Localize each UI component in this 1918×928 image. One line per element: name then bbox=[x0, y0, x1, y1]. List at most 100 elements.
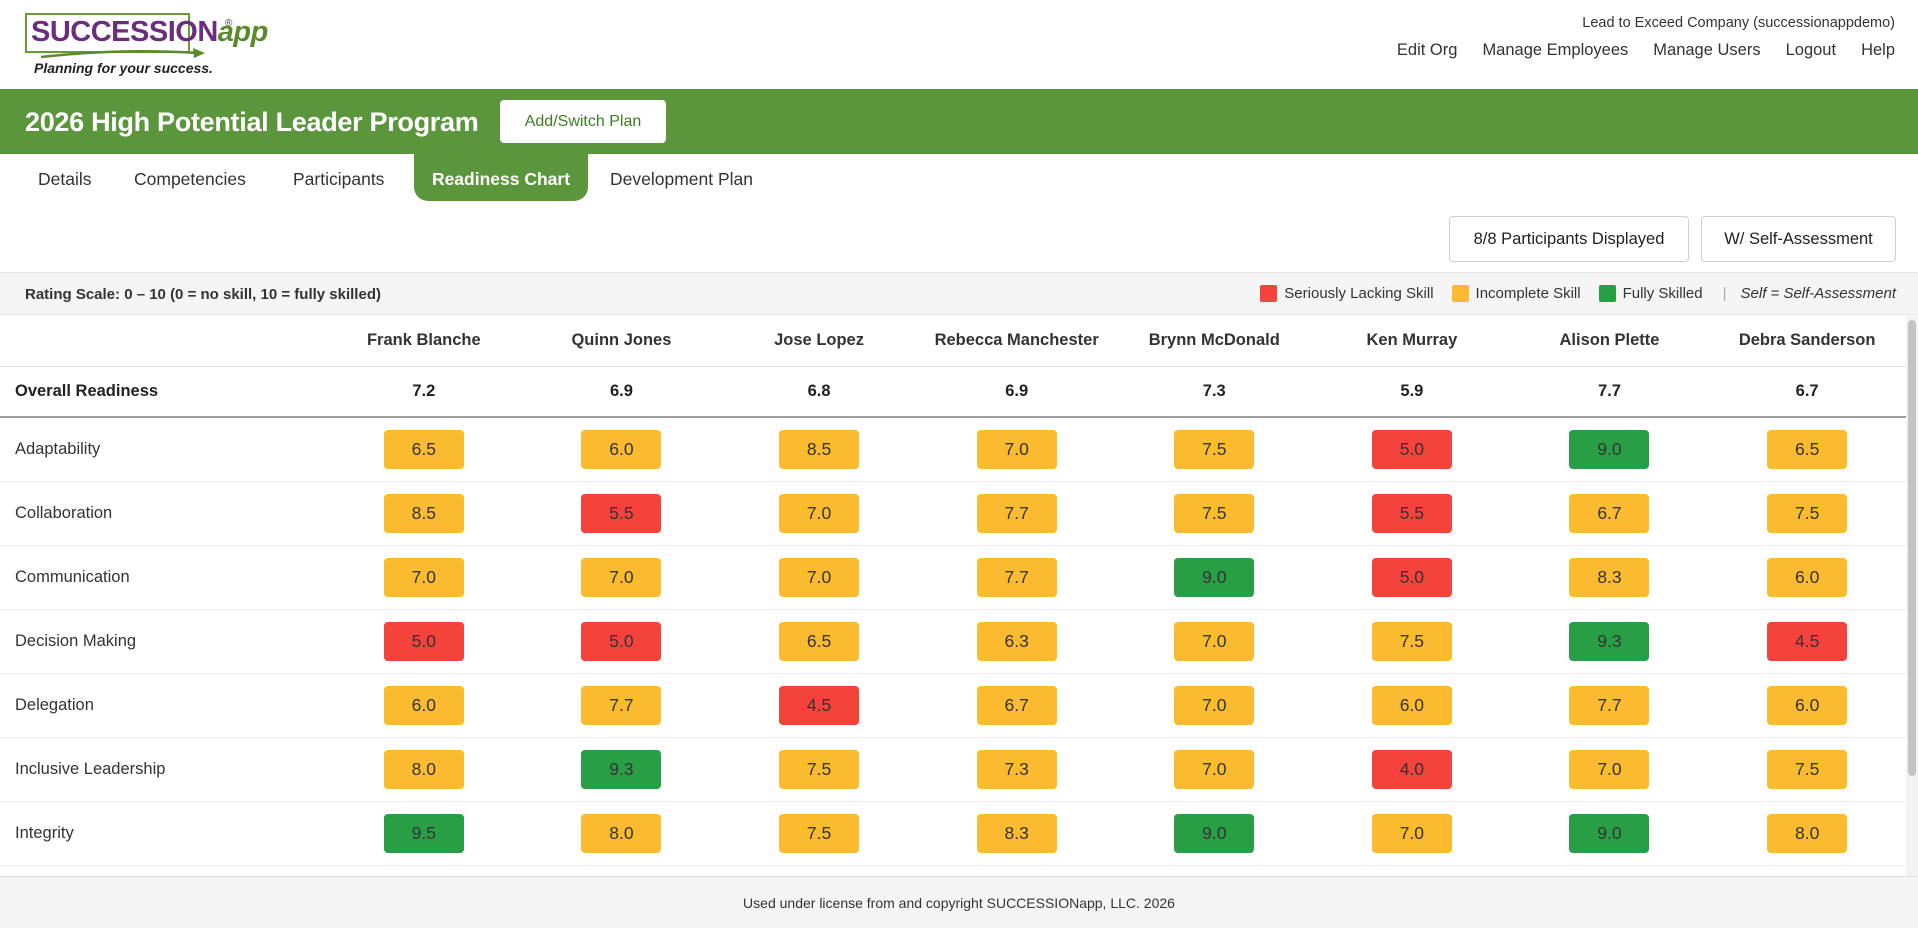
score-pill[interactable]: 9.0 bbox=[1174, 813, 1255, 853]
score-cell: 7.5 bbox=[720, 801, 918, 866]
score-pill[interactable]: 7.7 bbox=[976, 493, 1057, 533]
score-pill[interactable]: 6.3 bbox=[976, 621, 1057, 661]
tab-participants[interactable]: Participants bbox=[293, 169, 385, 189]
score-cell: 8.3 bbox=[1510, 545, 1709, 610]
score-pill[interactable]: 4.5 bbox=[779, 685, 860, 725]
participant-header[interactable]: Quinn Jones bbox=[522, 316, 721, 367]
participant-header[interactable]: Rebecca Manchester bbox=[917, 316, 1116, 367]
score-pill[interactable]: 7.5 bbox=[1371, 621, 1452, 661]
score-cell: 7.0 bbox=[1115, 609, 1314, 674]
score-pill[interactable]: 7.5 bbox=[1174, 493, 1255, 533]
score-pill[interactable]: 9.0 bbox=[1569, 429, 1650, 469]
score-pill[interactable]: 6.5 bbox=[1767, 429, 1848, 469]
score-pill[interactable]: 8.0 bbox=[581, 813, 662, 853]
participant-header[interactable]: Ken Murray bbox=[1313, 316, 1511, 367]
competency-row: Adaptability 6.5 6.0 8.5 7.0 7.5 5.0 9.0 6.5 bbox=[0, 417, 1906, 482]
tab-details[interactable]: Details bbox=[38, 169, 92, 189]
score-pill[interactable]: 6.5 bbox=[779, 621, 860, 661]
add-switch-plan-button[interactable]: Add/Switch Plan bbox=[500, 100, 666, 143]
score-pill[interactable]: 7.5 bbox=[779, 813, 860, 853]
participants-displayed-button[interactable]: 8/8 Participants Displayed bbox=[1449, 216, 1689, 262]
score-cell: 6.0 bbox=[325, 673, 523, 738]
score-pill[interactable]: 7.5 bbox=[1767, 493, 1848, 533]
nav-manage-users[interactable]: Manage Users bbox=[1653, 41, 1761, 59]
score-pill[interactable]: 8.3 bbox=[976, 813, 1057, 853]
score-cell: 8.5 bbox=[720, 417, 918, 482]
score-pill[interactable]: 5.0 bbox=[1371, 557, 1452, 597]
score-cell: 5.5 bbox=[522, 481, 721, 546]
nav-manage-employees[interactable]: Manage Employees bbox=[1482, 41, 1629, 59]
participant-header[interactable]: Brynn McDonald bbox=[1115, 316, 1314, 367]
score-cell: 4.0 bbox=[1313, 737, 1511, 802]
score-pill[interactable]: 9.0 bbox=[1569, 813, 1650, 853]
successionapp-logo[interactable]: SUCCESSIONapp ® Planning for your succes… bbox=[25, 13, 268, 77]
competency-label: Decision Making bbox=[0, 609, 326, 674]
score-pill[interactable]: 5.5 bbox=[581, 493, 662, 533]
tab-competencies[interactable]: Competencies bbox=[134, 169, 246, 189]
overall-score: 6.7 bbox=[1708, 366, 1906, 418]
score-pill[interactable]: 5.0 bbox=[1371, 429, 1452, 469]
score-pill[interactable]: 7.7 bbox=[1569, 685, 1650, 725]
score-pill[interactable]: 9.0 bbox=[1174, 557, 1255, 597]
self-assessment-toggle-button[interactable]: W/ Self-Assessment bbox=[1701, 216, 1896, 262]
participant-header[interactable]: Frank Blanche bbox=[325, 316, 523, 367]
tab-development-plan[interactable]: Development Plan bbox=[610, 169, 753, 189]
score-pill[interactable]: 8.0 bbox=[1767, 813, 1848, 853]
participant-header[interactable]: Debra Sanderson bbox=[1708, 316, 1906, 367]
score-pill[interactable]: 5.5 bbox=[1371, 493, 1452, 533]
participant-header[interactable]: Jose Lopez bbox=[720, 316, 918, 367]
score-pill[interactable]: 9.3 bbox=[1569, 621, 1650, 661]
score-pill[interactable]: 4.0 bbox=[1371, 749, 1452, 789]
score-cell: 7.0 bbox=[1115, 737, 1314, 802]
score-pill[interactable]: 6.0 bbox=[581, 429, 662, 469]
score-pill[interactable]: 7.0 bbox=[1174, 749, 1255, 789]
score-pill[interactable]: 7.0 bbox=[779, 493, 860, 533]
tab-readiness-chart[interactable]: Readiness Chart bbox=[414, 154, 588, 201]
score-pill[interactable]: 7.0 bbox=[1174, 685, 1255, 725]
score-pill[interactable]: 7.0 bbox=[581, 557, 662, 597]
score-pill[interactable]: 7.3 bbox=[976, 749, 1057, 789]
score-pill[interactable]: 6.7 bbox=[976, 685, 1057, 725]
vertical-scrollbar[interactable] bbox=[1906, 316, 1918, 876]
score-pill[interactable]: 7.7 bbox=[976, 557, 1057, 597]
score-cell: 5.0 bbox=[522, 609, 721, 674]
score-pill[interactable]: 5.0 bbox=[581, 621, 662, 661]
score-pill[interactable]: 6.0 bbox=[383, 685, 464, 725]
score-pill[interactable]: 9.3 bbox=[581, 749, 662, 789]
score-pill[interactable]: 7.0 bbox=[1569, 749, 1650, 789]
score-pill[interactable]: 7.0 bbox=[383, 557, 464, 597]
score-pill[interactable]: 7.5 bbox=[779, 749, 860, 789]
score-pill[interactable]: 7.5 bbox=[1174, 429, 1255, 469]
participant-header[interactable]: Alison Plette bbox=[1510, 316, 1709, 367]
scrollbar-thumb[interactable] bbox=[1908, 320, 1916, 776]
score-pill[interactable]: 7.7 bbox=[581, 685, 662, 725]
score-cell: 5.0 bbox=[325, 609, 523, 674]
score-pill[interactable]: 7.0 bbox=[779, 557, 860, 597]
score-cell: 9.0 bbox=[1510, 801, 1709, 866]
score-pill[interactable]: 8.5 bbox=[383, 493, 464, 533]
score-pill[interactable]: 6.5 bbox=[383, 429, 464, 469]
score-pill[interactable]: 5.0 bbox=[383, 621, 464, 661]
score-pill[interactable]: 6.7 bbox=[1569, 493, 1650, 533]
color-legend: Seriously Lacking Skill Incomplete Skill… bbox=[1260, 285, 1896, 302]
nav-edit-org[interactable]: Edit Org bbox=[1396, 41, 1458, 59]
top-header: SUCCESSIONapp ® Planning for your succes… bbox=[0, 0, 1918, 89]
score-pill[interactable]: 6.0 bbox=[1767, 685, 1848, 725]
score-cell: 7.0 bbox=[1510, 737, 1709, 802]
score-pill[interactable]: 6.0 bbox=[1767, 557, 1848, 597]
nav-logout[interactable]: Logout bbox=[1785, 41, 1837, 59]
score-pill[interactable]: 7.5 bbox=[1767, 749, 1848, 789]
score-pill[interactable]: 8.3 bbox=[1569, 557, 1650, 597]
score-pill[interactable]: 4.5 bbox=[1767, 621, 1848, 661]
score-pill[interactable]: 6.0 bbox=[1371, 685, 1452, 725]
score-pill[interactable]: 8.0 bbox=[383, 749, 464, 789]
score-pill[interactable]: 7.0 bbox=[1174, 621, 1255, 661]
score-pill[interactable]: 9.5 bbox=[383, 813, 464, 853]
score-pill[interactable]: 7.0 bbox=[976, 429, 1057, 469]
score-pill[interactable]: 7.0 bbox=[1371, 813, 1452, 853]
score-cell: 7.3 bbox=[917, 737, 1116, 802]
score-cell: 7.5 bbox=[1115, 417, 1314, 482]
score-pill[interactable]: 8.5 bbox=[779, 429, 860, 469]
nav-help[interactable]: Help bbox=[1861, 41, 1895, 59]
score-cell: 7.5 bbox=[1708, 481, 1906, 546]
